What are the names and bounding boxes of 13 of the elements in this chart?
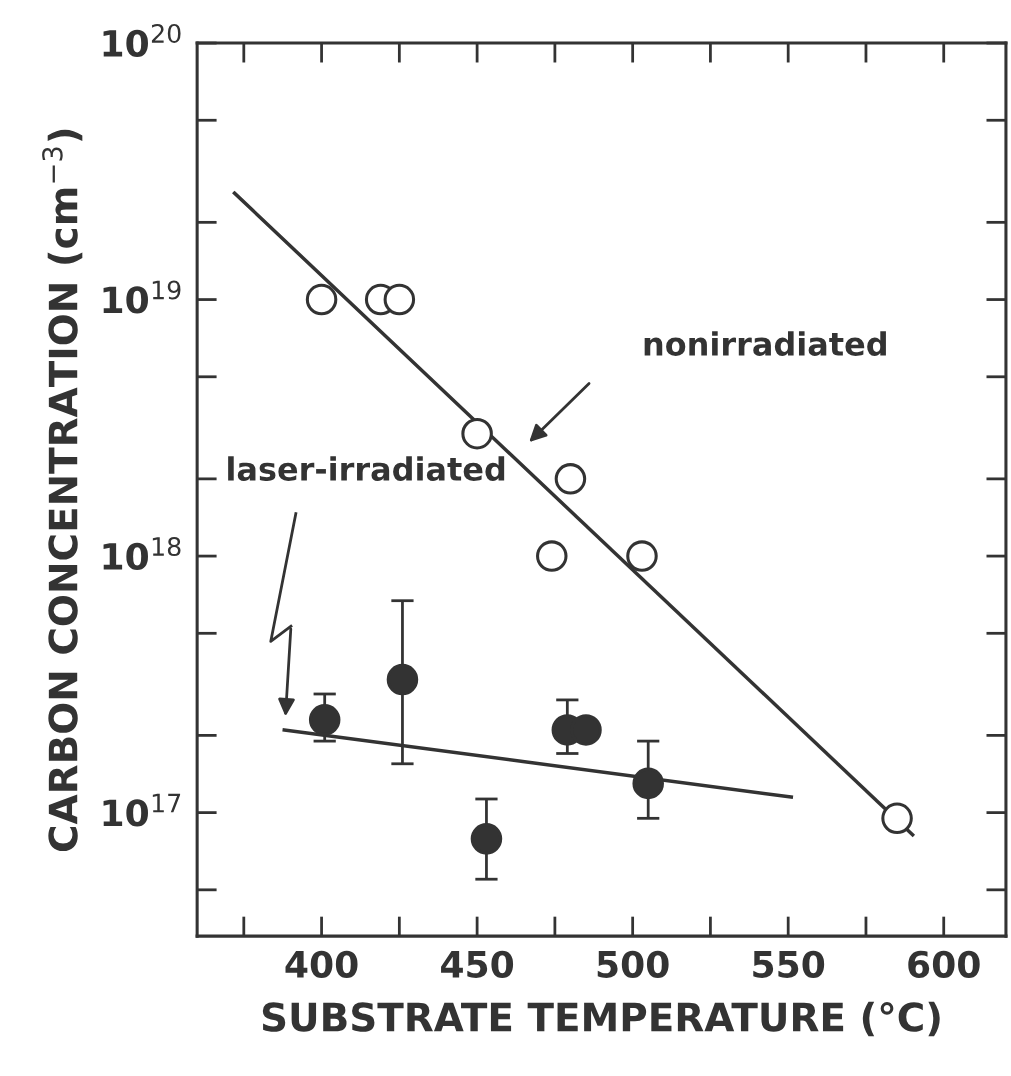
x-tick-label: 400 — [285, 950, 358, 978]
y-axis-title: CARBON CONCENTRATION (cm$^{−3}$) — [42, 129, 83, 852]
x-tick-label: 550 — [753, 950, 825, 978]
x-tick-label: 500 — [597, 950, 669, 978]
x-tick-label: 600 — [908, 950, 980, 978]
annotation: nonirradiated — [644, 331, 886, 356]
y-tick-label: 10$^{18}$ — [103, 536, 181, 571]
y-tick-label: 10$^{20}$ — [103, 23, 181, 57]
annotation: laser-irradiated — [228, 456, 505, 481]
x-tick-label: 450 — [441, 950, 514, 978]
x-axis-title: SUBSTRATE TEMPERATURE (°C) — [262, 1001, 940, 1037]
y-tick-label: 10$^{17}$ — [103, 793, 181, 827]
y-tick-label: 10$^{19}$ — [103, 280, 181, 314]
